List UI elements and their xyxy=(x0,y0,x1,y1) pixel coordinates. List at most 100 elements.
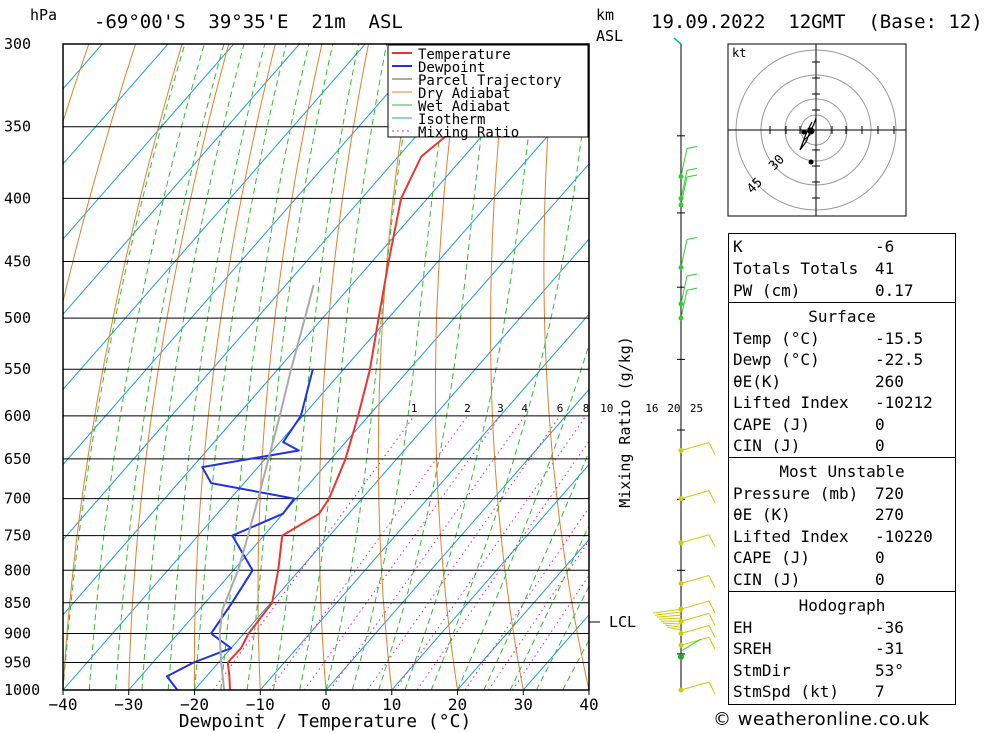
isotherm-line xyxy=(63,44,235,240)
most-unstable-panel: Most Unstable Pressure (mb) 720 θE (K) 270… xyxy=(728,457,956,593)
pressure-tick-label: 900 xyxy=(4,624,31,642)
datetime-title: 19.09.2022 12GMT (Base: 12) xyxy=(651,11,983,33)
wind-barb-flag xyxy=(708,490,716,503)
wind-barb xyxy=(680,490,710,500)
stmdir-label: StmDir xyxy=(733,661,791,680)
temperature-tick-label: 40 xyxy=(579,695,598,714)
pressure-tick-label: 300 xyxy=(4,35,31,53)
credit-link[interactable]: © weatheronline.co.uk xyxy=(713,709,930,730)
mixing-ratio-label: 10 xyxy=(600,402,613,415)
dry-adiabat-line xyxy=(257,44,323,690)
wind-barb-flag xyxy=(708,637,716,650)
wind-barb-flag xyxy=(708,613,716,626)
mixing-ratio-labels: 1 2 3 4 6 8 10 16 20 25 xyxy=(411,402,703,415)
wind-barb-flag xyxy=(686,287,698,291)
wind-barb xyxy=(666,626,682,631)
isotherm-line xyxy=(63,44,300,316)
k-index-label: K xyxy=(733,237,743,256)
dry-adiabat-line xyxy=(975,44,1000,690)
mixing-ratio-label: 2 xyxy=(464,402,471,415)
isotherm-line xyxy=(63,44,366,391)
dry-adiabat-line xyxy=(63,44,136,304)
hodograph-trace xyxy=(799,117,817,151)
surface-cin-label: CIN (J) xyxy=(733,436,801,455)
dry-adiabat-line xyxy=(646,44,721,690)
mu-cape-label: CAPE (J) xyxy=(733,548,811,567)
temperature-tick-label: 20 xyxy=(448,695,467,714)
wet-adiabat-line xyxy=(194,44,287,690)
wind-barb-flag xyxy=(686,236,698,240)
mu-pressure-value: 720 xyxy=(875,484,904,503)
stmdir-value: 53° xyxy=(875,661,904,680)
isotherm-line xyxy=(259,313,589,690)
totals-value: 41 xyxy=(875,259,895,278)
pressure-tick-label: 950 xyxy=(4,653,31,671)
mixing-ratio-label: 4 xyxy=(521,402,528,415)
wet-adiabat-line xyxy=(483,450,589,690)
wind-barb xyxy=(680,275,688,305)
mu-theta-value: 270 xyxy=(875,505,904,524)
pressure-tick-label: 350 xyxy=(4,118,31,136)
mu-pressure-label: Pressure (mb) xyxy=(733,484,859,503)
mixing-ratio-label: 20 xyxy=(667,402,680,415)
pw-value: 0.17 xyxy=(875,281,914,300)
wind-barb xyxy=(654,611,682,616)
wind-barb xyxy=(680,442,710,452)
pressure-tick-label: 400 xyxy=(4,189,31,207)
wet-adiabat-line xyxy=(88,44,205,690)
mixing-ratio-label: 1 xyxy=(411,402,418,415)
stmspd-value: 7 xyxy=(875,682,885,701)
wind-barb xyxy=(662,622,682,625)
wind-barb xyxy=(680,239,688,268)
dry-adiabat-line xyxy=(63,44,183,690)
isotherm-line xyxy=(63,44,432,466)
mu-theta-label: θE (K) xyxy=(733,505,791,524)
parcel-trajectory-profile xyxy=(218,284,315,690)
legend: Temperature Dewpoint Parcel Trajectory D… xyxy=(387,44,589,141)
wet-adiabat-line xyxy=(535,585,589,690)
wind-barb-flag xyxy=(686,273,698,277)
legend-isotherm: Isotherm xyxy=(418,112,485,128)
surface-li-value: -10212 xyxy=(875,393,933,412)
height-unit-asl: ASL xyxy=(596,27,623,45)
legend-mixing-ratio: Mixing Ratio xyxy=(418,125,519,141)
wind-barb-flag xyxy=(708,681,716,695)
surface-cape-value: 0 xyxy=(875,415,885,434)
wind-barb-flag xyxy=(708,575,716,588)
dewpoint-profile xyxy=(165,368,314,690)
mixing-ratio-label: 25 xyxy=(690,402,703,415)
mixing-ratio-line xyxy=(394,415,587,690)
wet-adiabat-line xyxy=(63,44,186,690)
pressure-tick-label: 850 xyxy=(4,594,31,612)
height-unit-km: km xyxy=(596,6,614,24)
surface-theta-value: 260 xyxy=(875,372,904,391)
temperature-axis: −40 −30 −20 −10 0 10 20 30 40 xyxy=(49,690,599,714)
wind-barb xyxy=(680,612,710,622)
mixing-ratio-line xyxy=(303,415,501,690)
sreh-label: SREH xyxy=(733,639,772,658)
pressure-tick-label: 650 xyxy=(4,450,31,468)
pressure-tick-label: 700 xyxy=(4,490,31,508)
temperature-tick-label: 30 xyxy=(514,695,533,714)
surface-theta-label: θE(K) xyxy=(733,372,782,391)
sreh-value: -31 xyxy=(875,639,904,658)
isotherm-line xyxy=(457,538,589,690)
surface-cape-label: CAPE (J) xyxy=(733,415,811,434)
mixing-ratio-line xyxy=(269,415,468,690)
wind-barb-flag xyxy=(686,167,698,171)
legend-wet-adiabat: Wet Adiabat xyxy=(418,99,511,115)
mu-cape-value: 0 xyxy=(875,548,885,567)
dry-adiabat-line xyxy=(193,44,276,690)
stmspd-label: StmSpd (kt) xyxy=(733,682,839,701)
wind-barb xyxy=(680,289,688,319)
pressure-axis: 300 350 400 450 500 550 600 650 700 750 800 850 900 9… xyxy=(4,35,40,699)
isotherm-line xyxy=(325,388,589,690)
dry-adiabat-line xyxy=(543,44,589,690)
temperature-tick-label: −30 xyxy=(114,695,143,714)
wet-adiabat-line xyxy=(220,44,310,690)
wind-barb-flag xyxy=(708,442,716,455)
isotherm-line xyxy=(391,463,589,690)
pressure-tick-label: 600 xyxy=(4,407,31,425)
isotherm-line xyxy=(63,44,169,165)
isotherm-line xyxy=(128,163,589,690)
